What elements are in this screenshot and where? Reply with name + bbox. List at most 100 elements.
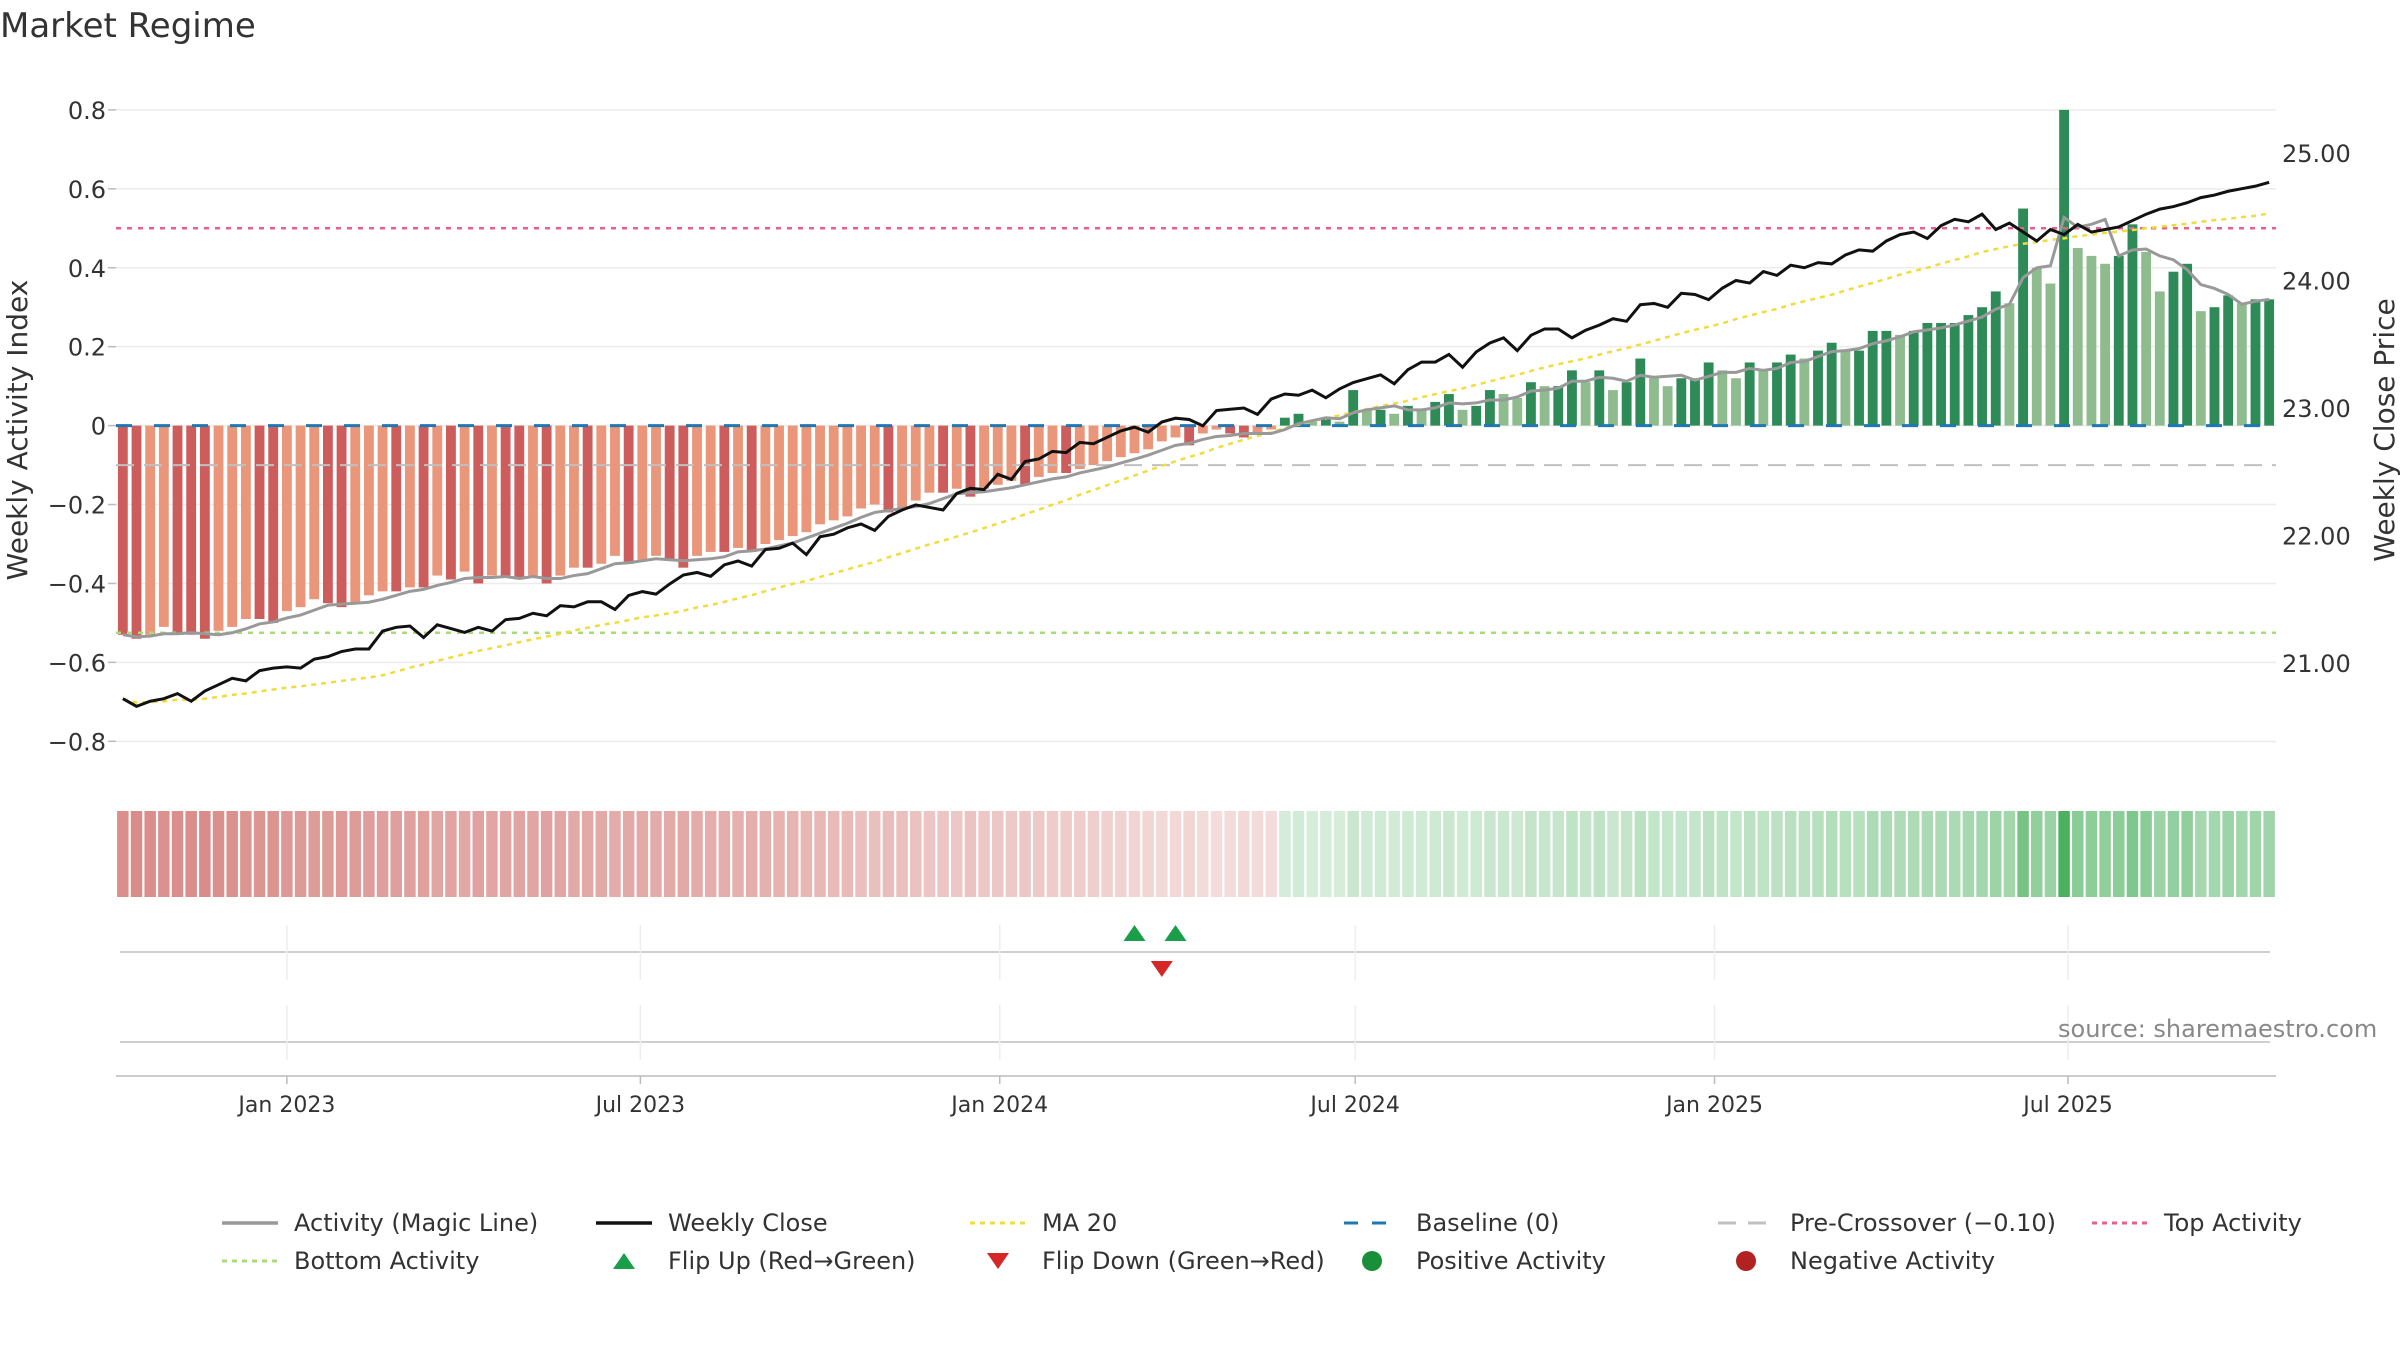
activity-bar — [897, 425, 907, 509]
activity-bar — [746, 425, 757, 552]
regime-strip-cell — [322, 811, 334, 897]
y2-tick-label: 25.00 — [2282, 140, 2351, 168]
activity-bar — [1662, 386, 1673, 426]
activity-bar — [1389, 413, 1400, 426]
legend-item-bottom: Bottom Activity — [220, 1243, 479, 1279]
activity-bar — [1977, 307, 1987, 426]
regime-strip-cell — [472, 811, 485, 897]
regime-strip-cell — [1812, 811, 1824, 897]
regime-strip-cell — [199, 811, 211, 897]
regime-strip-cell — [554, 811, 567, 897]
regime-strip-cell — [814, 811, 826, 897]
activity-bar — [1402, 405, 1413, 426]
activity-bar — [1963, 315, 1974, 426]
activity-bar — [1539, 386, 1550, 426]
regime-strip-cell — [2003, 811, 2016, 897]
activity-bar — [2182, 263, 2193, 426]
activity-bar — [1225, 425, 1236, 434]
activity-bar — [309, 425, 320, 600]
activity-bar — [883, 425, 894, 513]
activity-bar — [979, 425, 990, 489]
regime-strip-cell — [636, 811, 649, 897]
activity-bar — [610, 425, 620, 556]
regime-strip-cell — [294, 811, 307, 897]
activity-bar — [1512, 397, 1523, 426]
activity-bar — [1047, 425, 1058, 473]
regime-strip-cell — [1456, 811, 1469, 897]
activity-bar — [1990, 291, 2001, 426]
regime-strip-cell — [1333, 811, 1346, 897]
activity-bar — [1553, 386, 1564, 426]
regime-strip-cell — [2031, 811, 2043, 897]
regime-strip-cell — [827, 811, 840, 897]
activity-bar — [596, 425, 607, 564]
regime-strip-cell — [185, 811, 197, 897]
activity-bar — [514, 425, 525, 580]
regime-strip-cell — [1320, 811, 1332, 897]
regime-strip-cell — [1894, 811, 1906, 897]
activity-bar — [1102, 425, 1113, 462]
activity-bar — [1320, 417, 1331, 426]
activity-bar — [1307, 421, 1318, 426]
regime-strip-cell — [281, 811, 293, 897]
activity-bar — [1143, 425, 1154, 450]
legend-item-magic: Activity (Magic Line) — [220, 1205, 538, 1241]
legend-label: Top Activity — [2164, 1209, 2302, 1237]
regime-strip-cell — [1702, 811, 1715, 897]
activity-bar — [1594, 370, 1605, 426]
regime-strip-cell — [1935, 811, 1947, 897]
regime-strip-cell — [1265, 811, 1277, 897]
regime-strip-cell — [1880, 811, 1893, 897]
activity-bar — [1799, 358, 1810, 426]
activity-bar — [199, 425, 210, 639]
regime-strip-cell — [1648, 811, 1660, 897]
regime-strip-cell — [2263, 811, 2275, 897]
legend-item-flipdown: Flip Down (Green→Red) — [968, 1243, 1325, 1279]
activity-bar — [1840, 350, 1851, 426]
activity-bar — [1457, 409, 1468, 426]
activity-bar — [760, 425, 771, 544]
regime-strip-cell — [130, 811, 143, 897]
activity-bar — [459, 425, 470, 572]
regime-strip-cell — [1784, 811, 1797, 897]
date-axis: Jan 2023 Jul 2023 Jan 2024 Jul 2024 Jan 2025… — [116, 1075, 2276, 1118]
activity-bar — [733, 425, 743, 548]
regime-strip-cell — [1743, 811, 1756, 897]
regime-strip-cell — [568, 811, 580, 897]
regime-strip-cell — [158, 811, 170, 897]
regime-strip-cell — [2113, 811, 2125, 897]
regime-strip-cell — [1907, 811, 1920, 897]
regime-strip — [117, 811, 2275, 897]
regime-strip-cell — [745, 811, 758, 897]
magic-line — [122, 214, 2270, 639]
activity-bar — [1881, 330, 1892, 426]
regime-strip-cell — [1306, 811, 1318, 897]
activity-bar — [363, 425, 374, 596]
regime-strip-cell — [923, 811, 936, 897]
regime-strip-cell — [581, 811, 594, 897]
y2-tick-label: 23.00 — [2282, 395, 2351, 423]
activity-bar — [541, 425, 552, 584]
activity-bar — [1061, 425, 1072, 473]
regime-strip-cell — [1689, 811, 1701, 897]
activity-bar — [172, 425, 183, 635]
axes: 0.8 0.6 0.4 0.2 0 −0.2 −0.4 −0.6 −0.8 25.00 24.00 2… — [48, 97, 2351, 756]
regime-strip-cell — [718, 811, 731, 897]
activity-bar — [418, 425, 429, 588]
regime-strip-cell — [1361, 811, 1373, 897]
regime-strip-cell — [663, 811, 676, 897]
activity-bar — [281, 425, 292, 612]
y2-tick-label: 24.00 — [2282, 268, 2351, 296]
legend-swatch — [1716, 1205, 1776, 1241]
regime-strip-cell — [1019, 811, 1031, 897]
legend-item-top: Top Activity — [2090, 1205, 2302, 1241]
activity-bar — [391, 425, 402, 592]
activity-bar — [1197, 425, 1208, 434]
regime-strip-cell — [1374, 811, 1387, 897]
x-tick-label: Jul 2023 — [594, 1093, 686, 1118]
legend-label: Negative Activity — [1790, 1247, 1996, 1275]
activity-bar — [377, 425, 388, 592]
regime-strip-cell — [1210, 811, 1223, 897]
regime-strip-cell — [1484, 811, 1496, 897]
regime-strip-cell — [1511, 811, 1523, 897]
